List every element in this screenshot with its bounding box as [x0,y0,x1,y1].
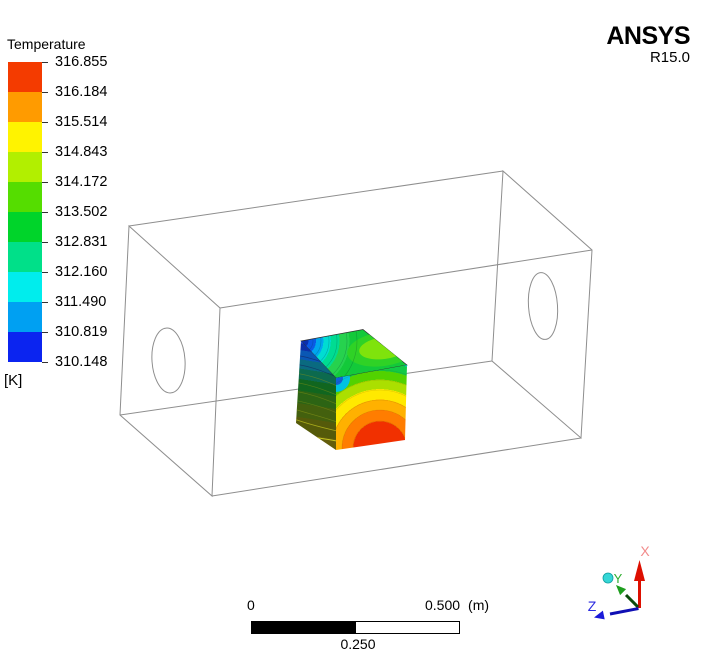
legend-tick [42,182,48,183]
ansys-logo: ANSYS R15.0 [606,22,690,67]
legend-band [8,272,42,302]
enclosure-wireframe [119,169,593,498]
z-axis-label: Z [588,598,597,614]
origin-ball-icon [602,572,614,584]
legend-tick-label: 312.831 [55,234,108,250]
legend-title: Temperature [7,36,86,52]
legend-tick-label: 314.843 [55,144,108,160]
legend-colorbar [8,62,42,362]
triad[interactable]: X Y Z [588,543,651,620]
legend-tick [42,362,48,363]
legend-tick [42,272,48,273]
ruler-bar [251,621,460,634]
legend-band [8,92,42,122]
legend-band [8,62,42,92]
legend-tick [42,332,48,333]
legend-tick [42,212,48,213]
legend-tick [42,92,48,93]
x-axis-arrow[interactable] [634,560,645,608]
legend-tick-label: 312.160 [55,264,108,280]
contour-cube [296,329,408,450]
legend-tick [42,242,48,243]
cube-right-face [336,365,407,450]
legend-tick [42,152,48,153]
hole-left-ellipse [151,327,186,394]
legend-tick-label: 310.148 [55,354,108,370]
legend-tick [42,302,48,303]
brand-version: R15.0 [649,49,690,66]
legend-band [8,182,42,212]
ruler-mid-label: 0.250 [340,636,376,652]
legend-tick-label: 311.490 [55,294,107,310]
legend-tick [42,62,48,63]
hole-right-ellipse [527,272,559,340]
ruler-end-label: 0.500 [425,597,461,613]
y-axis-arrow[interactable] [616,585,640,609]
brand-name: ANSYS [606,22,690,50]
x-axis-label: X [640,543,650,559]
ruler-unit-label: (m) [468,597,490,613]
legend-tick-label: 316.184 [55,84,108,100]
y-axis-label: Y [614,571,623,586]
legend-band [8,242,42,272]
legend-band [8,302,42,332]
legend-band [8,152,42,182]
legend-tick-label: 316.855 [55,54,108,70]
ruler-start-label: 0 [247,597,255,613]
legend-unit: [K] [4,372,23,389]
legend-tick-label: 310.819 [55,324,108,340]
ruler-bar-filled-half [252,622,356,633]
legend-tick-label: 315.514 [55,114,108,130]
legend-tick-label: 313.502 [55,204,108,220]
legend-tick-label: 314.172 [55,174,108,190]
legend-band [8,332,42,362]
legend-band [8,122,42,152]
legend-band [8,212,42,242]
z-axis-arrow[interactable] [594,607,639,620]
legend-tick [42,122,48,123]
